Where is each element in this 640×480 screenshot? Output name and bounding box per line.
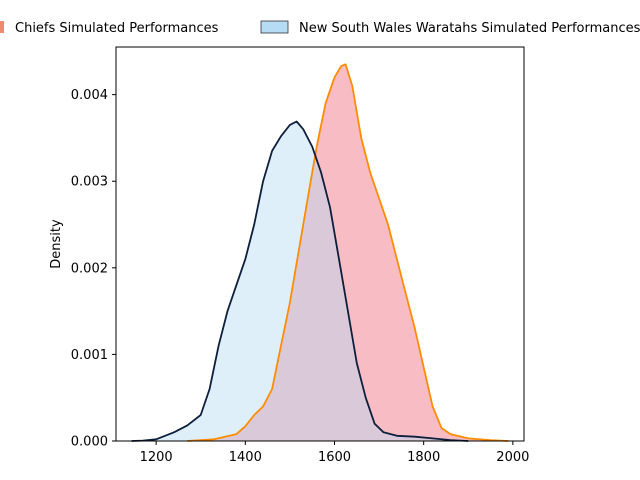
legend-label-chiefs: Chiefs Simulated Performances xyxy=(15,21,219,36)
x-tick-label: 2000 xyxy=(496,450,529,465)
legend-patch-chiefs xyxy=(0,21,4,33)
plot-frame xyxy=(115,46,525,442)
y-tick-label: 0.003 xyxy=(71,175,108,190)
y-axis-label: Density xyxy=(49,219,64,269)
legend: Chiefs Simulated Performances New South … xyxy=(0,20,640,36)
x-axis: 1200 1400 1600 1800 2000 xyxy=(140,441,529,465)
density-area-chiefs xyxy=(187,64,509,442)
plot-area xyxy=(131,63,509,442)
y-axis: 0.000 0.001 0.002 0.003 0.004 xyxy=(71,88,116,450)
legend-label-waratahs: New South Wales Waratahs Simulated Perfo… xyxy=(299,21,640,36)
x-tick-label: 1800 xyxy=(407,450,440,465)
density-line-chiefs xyxy=(187,63,509,442)
y-tick-label: 0.000 xyxy=(71,435,108,450)
y-tick-label: 0.001 xyxy=(71,348,108,363)
legend-patch-waratahs xyxy=(260,20,289,34)
x-tick-label: 1200 xyxy=(140,450,173,465)
x-tick-label: 1400 xyxy=(229,450,262,465)
y-tick-label: 0.002 xyxy=(71,261,108,276)
y-tick-label: 0.004 xyxy=(71,88,108,103)
density-line-waratahs xyxy=(131,120,469,442)
x-tick-label: 1600 xyxy=(318,450,351,465)
